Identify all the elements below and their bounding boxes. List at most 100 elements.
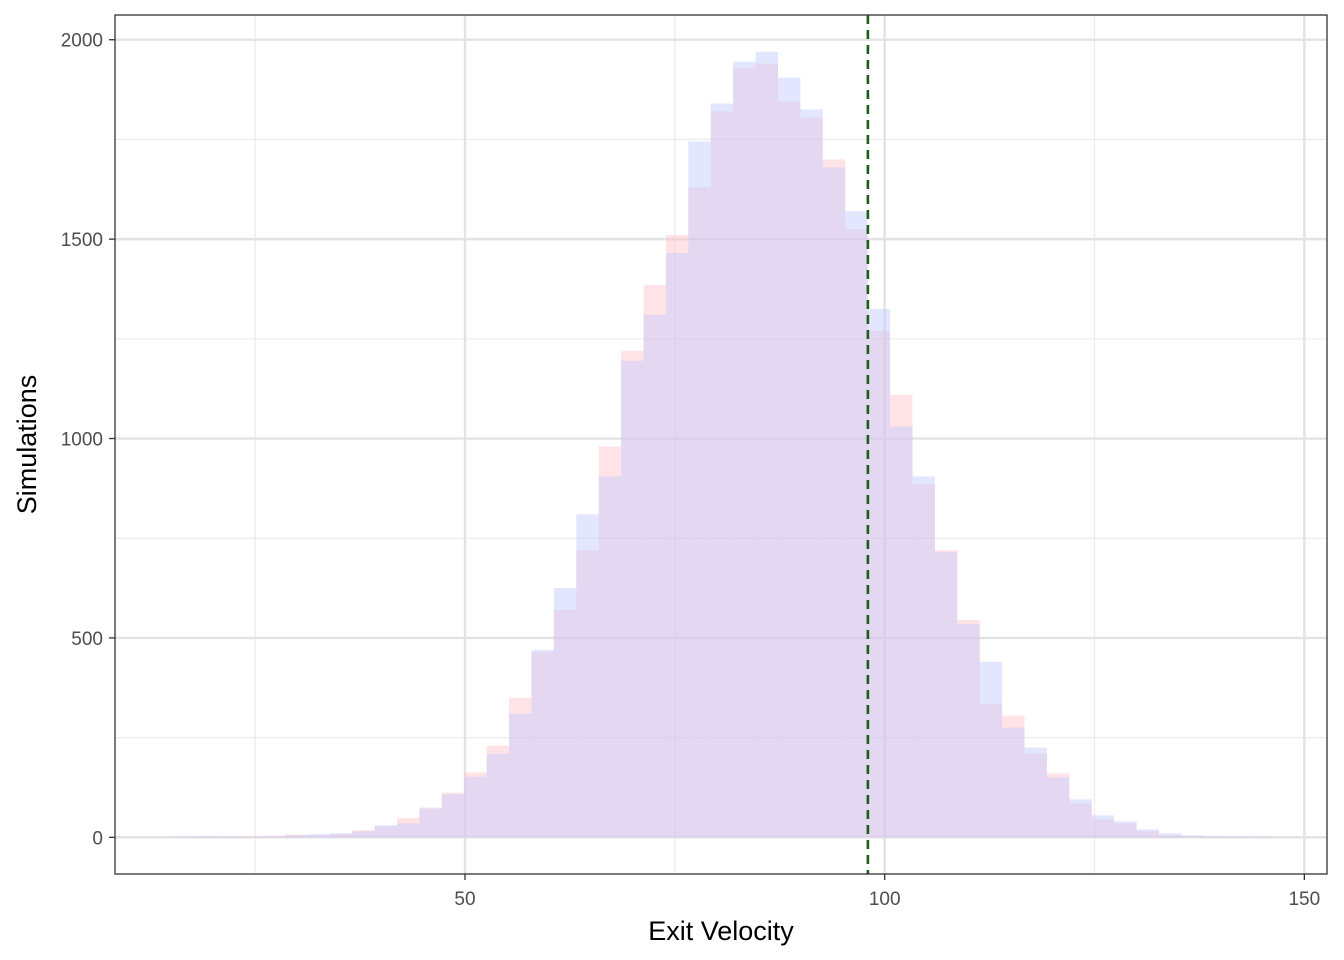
histogram-bar bbox=[576, 514, 599, 838]
histogram-bar bbox=[441, 792, 465, 838]
histogram-bar bbox=[217, 836, 241, 838]
histogram-bar bbox=[397, 818, 420, 838]
y-axis-title: Simulations bbox=[12, 375, 42, 515]
histogram-bar bbox=[890, 394, 913, 838]
histogram-bar bbox=[1091, 819, 1115, 838]
histogram-bar bbox=[1002, 715, 1025, 838]
histogram-bars bbox=[172, 51, 1272, 838]
histogram-bar bbox=[262, 836, 285, 838]
minor-grid bbox=[115, 15, 1327, 874]
histogram-bar bbox=[307, 835, 330, 838]
histogram-bar bbox=[755, 51, 778, 838]
histogram-bar bbox=[374, 825, 398, 838]
histogram-bar bbox=[172, 836, 196, 838]
histogram-bar bbox=[486, 753, 510, 838]
histogram-bar bbox=[665, 253, 689, 838]
histogram-bar bbox=[1181, 835, 1204, 838]
histogram-bar bbox=[845, 229, 868, 838]
histogram-bar bbox=[621, 350, 644, 838]
histogram-bar bbox=[845, 211, 868, 838]
histogram-bar bbox=[329, 834, 353, 838]
histogram-bar bbox=[486, 745, 510, 838]
histogram-bar bbox=[912, 484, 935, 838]
histogram-bar bbox=[867, 330, 891, 838]
histogram-bar bbox=[1024, 753, 1047, 838]
y-tick-label: 1500 bbox=[61, 230, 103, 251]
histogram-bar bbox=[643, 284, 666, 838]
histogram-bar bbox=[1046, 773, 1070, 838]
histogram-bar bbox=[329, 833, 353, 838]
axis-ticks bbox=[109, 39, 1305, 880]
histogram-bar bbox=[240, 836, 263, 838]
histogram-bar bbox=[531, 649, 554, 838]
histogram-bar bbox=[352, 831, 375, 838]
histogram-bar bbox=[957, 623, 980, 838]
histogram-bar bbox=[374, 826, 398, 838]
histogram-bar bbox=[307, 834, 330, 838]
histogram-bar bbox=[509, 697, 532, 838]
histogram-bar bbox=[1114, 823, 1137, 838]
histogram-bar bbox=[890, 426, 913, 838]
histogram-bar bbox=[1091, 815, 1115, 838]
histogram-bar bbox=[240, 836, 263, 838]
histogram-bar bbox=[464, 776, 487, 838]
histogram-bar bbox=[733, 61, 756, 838]
histogram-bar bbox=[1136, 831, 1159, 838]
histogram-bar bbox=[598, 446, 622, 838]
histogram-bar bbox=[195, 836, 218, 838]
y-tick-label: 2000 bbox=[61, 31, 103, 52]
histogram-bar bbox=[195, 836, 218, 838]
histogram-bar bbox=[419, 807, 442, 838]
histogram-bar bbox=[643, 314, 666, 838]
histogram-bar bbox=[598, 476, 622, 838]
x-axis-title: Exit Velocity bbox=[648, 916, 794, 946]
x-tick-label: 100 bbox=[869, 889, 901, 910]
histogram-bar bbox=[464, 772, 487, 838]
histogram-bar bbox=[934, 550, 958, 838]
histogram-bar bbox=[352, 830, 375, 838]
major-grid bbox=[115, 15, 1327, 874]
histogram-bar bbox=[1158, 835, 1182, 838]
histogram-bar bbox=[979, 703, 1003, 838]
histogram-bar bbox=[553, 588, 577, 838]
histogram-bar bbox=[1158, 833, 1182, 838]
histogram-bar bbox=[1069, 803, 1092, 838]
y-tick-label: 1000 bbox=[61, 430, 103, 451]
histogram-bar bbox=[217, 836, 241, 838]
histogram-bar bbox=[688, 187, 711, 838]
histogram-bar bbox=[1203, 836, 1227, 838]
histogram-bar bbox=[733, 67, 756, 838]
histogram-bar bbox=[1181, 836, 1204, 838]
histogram-bar bbox=[777, 77, 801, 838]
x-tick-label: 150 bbox=[1288, 889, 1320, 910]
panel-border bbox=[114, 14, 1328, 875]
histogram-bar bbox=[777, 101, 801, 838]
histogram-bar bbox=[934, 552, 958, 838]
histogram-bar bbox=[710, 103, 734, 838]
histogram-bar bbox=[822, 167, 846, 838]
histogram-bar bbox=[1248, 836, 1272, 838]
histogram-bar bbox=[867, 308, 891, 838]
y-tick-label: 0 bbox=[92, 828, 103, 849]
histogram-bar bbox=[419, 808, 442, 838]
histogram-bar bbox=[284, 835, 308, 838]
histogram-bar bbox=[755, 63, 778, 838]
histogram-bar bbox=[553, 609, 577, 838]
histogram-bar bbox=[665, 235, 689, 838]
histogram-bar bbox=[912, 476, 935, 838]
histogram-bar bbox=[1024, 747, 1047, 838]
histogram-bar bbox=[1136, 829, 1159, 838]
histogram-bar bbox=[1046, 777, 1070, 838]
histogram-bar bbox=[979, 661, 1003, 838]
histogram-bar bbox=[1203, 836, 1227, 838]
histogram-bar bbox=[800, 109, 823, 838]
x-tick-label: 50 bbox=[454, 889, 475, 910]
histogram-bar bbox=[688, 141, 711, 838]
histogram-bar bbox=[621, 360, 644, 838]
histogram-bar bbox=[576, 550, 599, 838]
histogram-bar bbox=[800, 117, 823, 838]
y-tick-label: 500 bbox=[71, 629, 103, 650]
histogram-bar bbox=[531, 651, 554, 838]
